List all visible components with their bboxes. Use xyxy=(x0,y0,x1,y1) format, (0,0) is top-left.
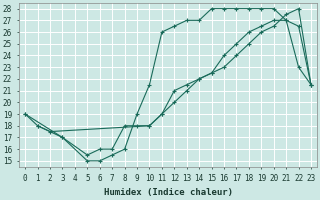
X-axis label: Humidex (Indice chaleur): Humidex (Indice chaleur) xyxy=(104,188,233,197)
